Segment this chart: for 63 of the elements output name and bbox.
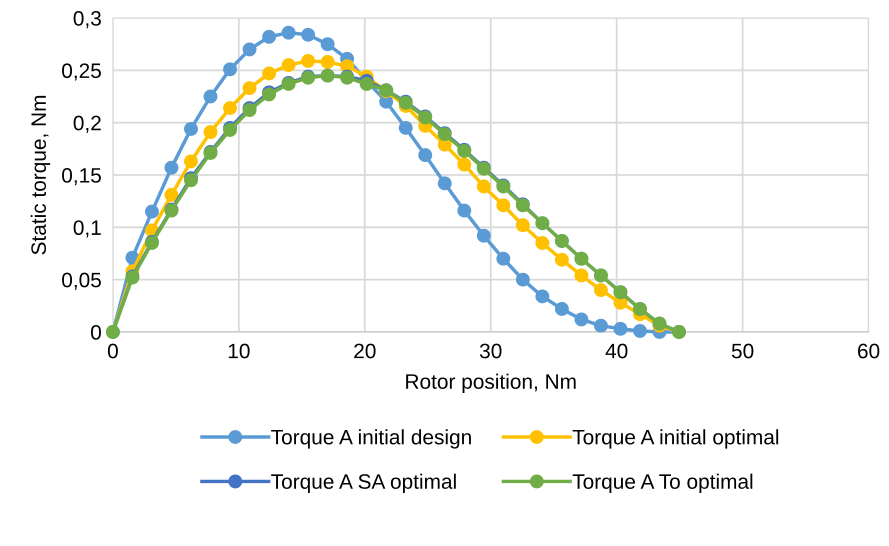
legend-label: Torque A SA optimal (271, 474, 456, 494)
point (145, 204, 159, 219)
x-axis-title: Rotor position, Nm (406, 374, 576, 394)
x-tick-label: 10 (228, 344, 250, 358)
point (398, 120, 413, 135)
point (204, 90, 218, 104)
x-tick-label: 0 (108, 344, 118, 358)
y-tick-label: 0,1 (74, 220, 101, 238)
point (633, 324, 647, 338)
point (164, 188, 178, 202)
point (418, 148, 432, 162)
point (496, 252, 510, 266)
x-tick-label: 20 (354, 344, 376, 358)
point (282, 58, 296, 72)
y-tick-label: 0,05 (62, 272, 101, 290)
point (184, 122, 198, 136)
point (242, 42, 256, 56)
legend-label: Torque A initial optimal (572, 429, 778, 449)
point (282, 26, 296, 40)
y-tick-label: 0,25 (62, 63, 101, 81)
point (457, 204, 472, 218)
x-tick-label: 60 (858, 344, 880, 358)
point (204, 125, 218, 140)
point (242, 103, 256, 118)
point (516, 218, 530, 232)
x-tick-label: 50 (732, 344, 754, 358)
point (438, 176, 452, 190)
point (476, 228, 491, 243)
point (262, 30, 276, 44)
point (262, 66, 276, 80)
y-tick-label: 0,15 (62, 168, 101, 186)
point (496, 198, 510, 212)
point (574, 312, 588, 326)
y-tick-label: 0 (91, 324, 101, 340)
y-tick-label: 0,3 (74, 11, 101, 28)
point (164, 160, 178, 175)
point (535, 289, 550, 304)
point (594, 283, 608, 298)
point (223, 62, 237, 76)
point (554, 252, 569, 267)
legend-label: Torque A initial design (271, 429, 471, 449)
x-tick-label: 40 (606, 344, 628, 358)
point (360, 77, 374, 91)
point (223, 123, 237, 137)
point (554, 302, 569, 316)
point (457, 158, 472, 172)
point (594, 318, 608, 333)
point (301, 54, 316, 68)
point (614, 322, 628, 336)
point (574, 268, 588, 282)
point (184, 154, 198, 168)
point (476, 180, 491, 194)
x-tick-label: 30 (480, 344, 502, 358)
point (242, 81, 256, 96)
point (320, 37, 335, 52)
point (301, 28, 316, 42)
point (516, 272, 530, 287)
y-axis-title: Static torque, Nm (30, 96, 50, 255)
legend-label: Torque A To optimal (572, 474, 752, 494)
point (535, 236, 550, 250)
point (223, 101, 237, 115)
point (320, 55, 335, 69)
y-tick-label: 0,2 (74, 116, 101, 133)
